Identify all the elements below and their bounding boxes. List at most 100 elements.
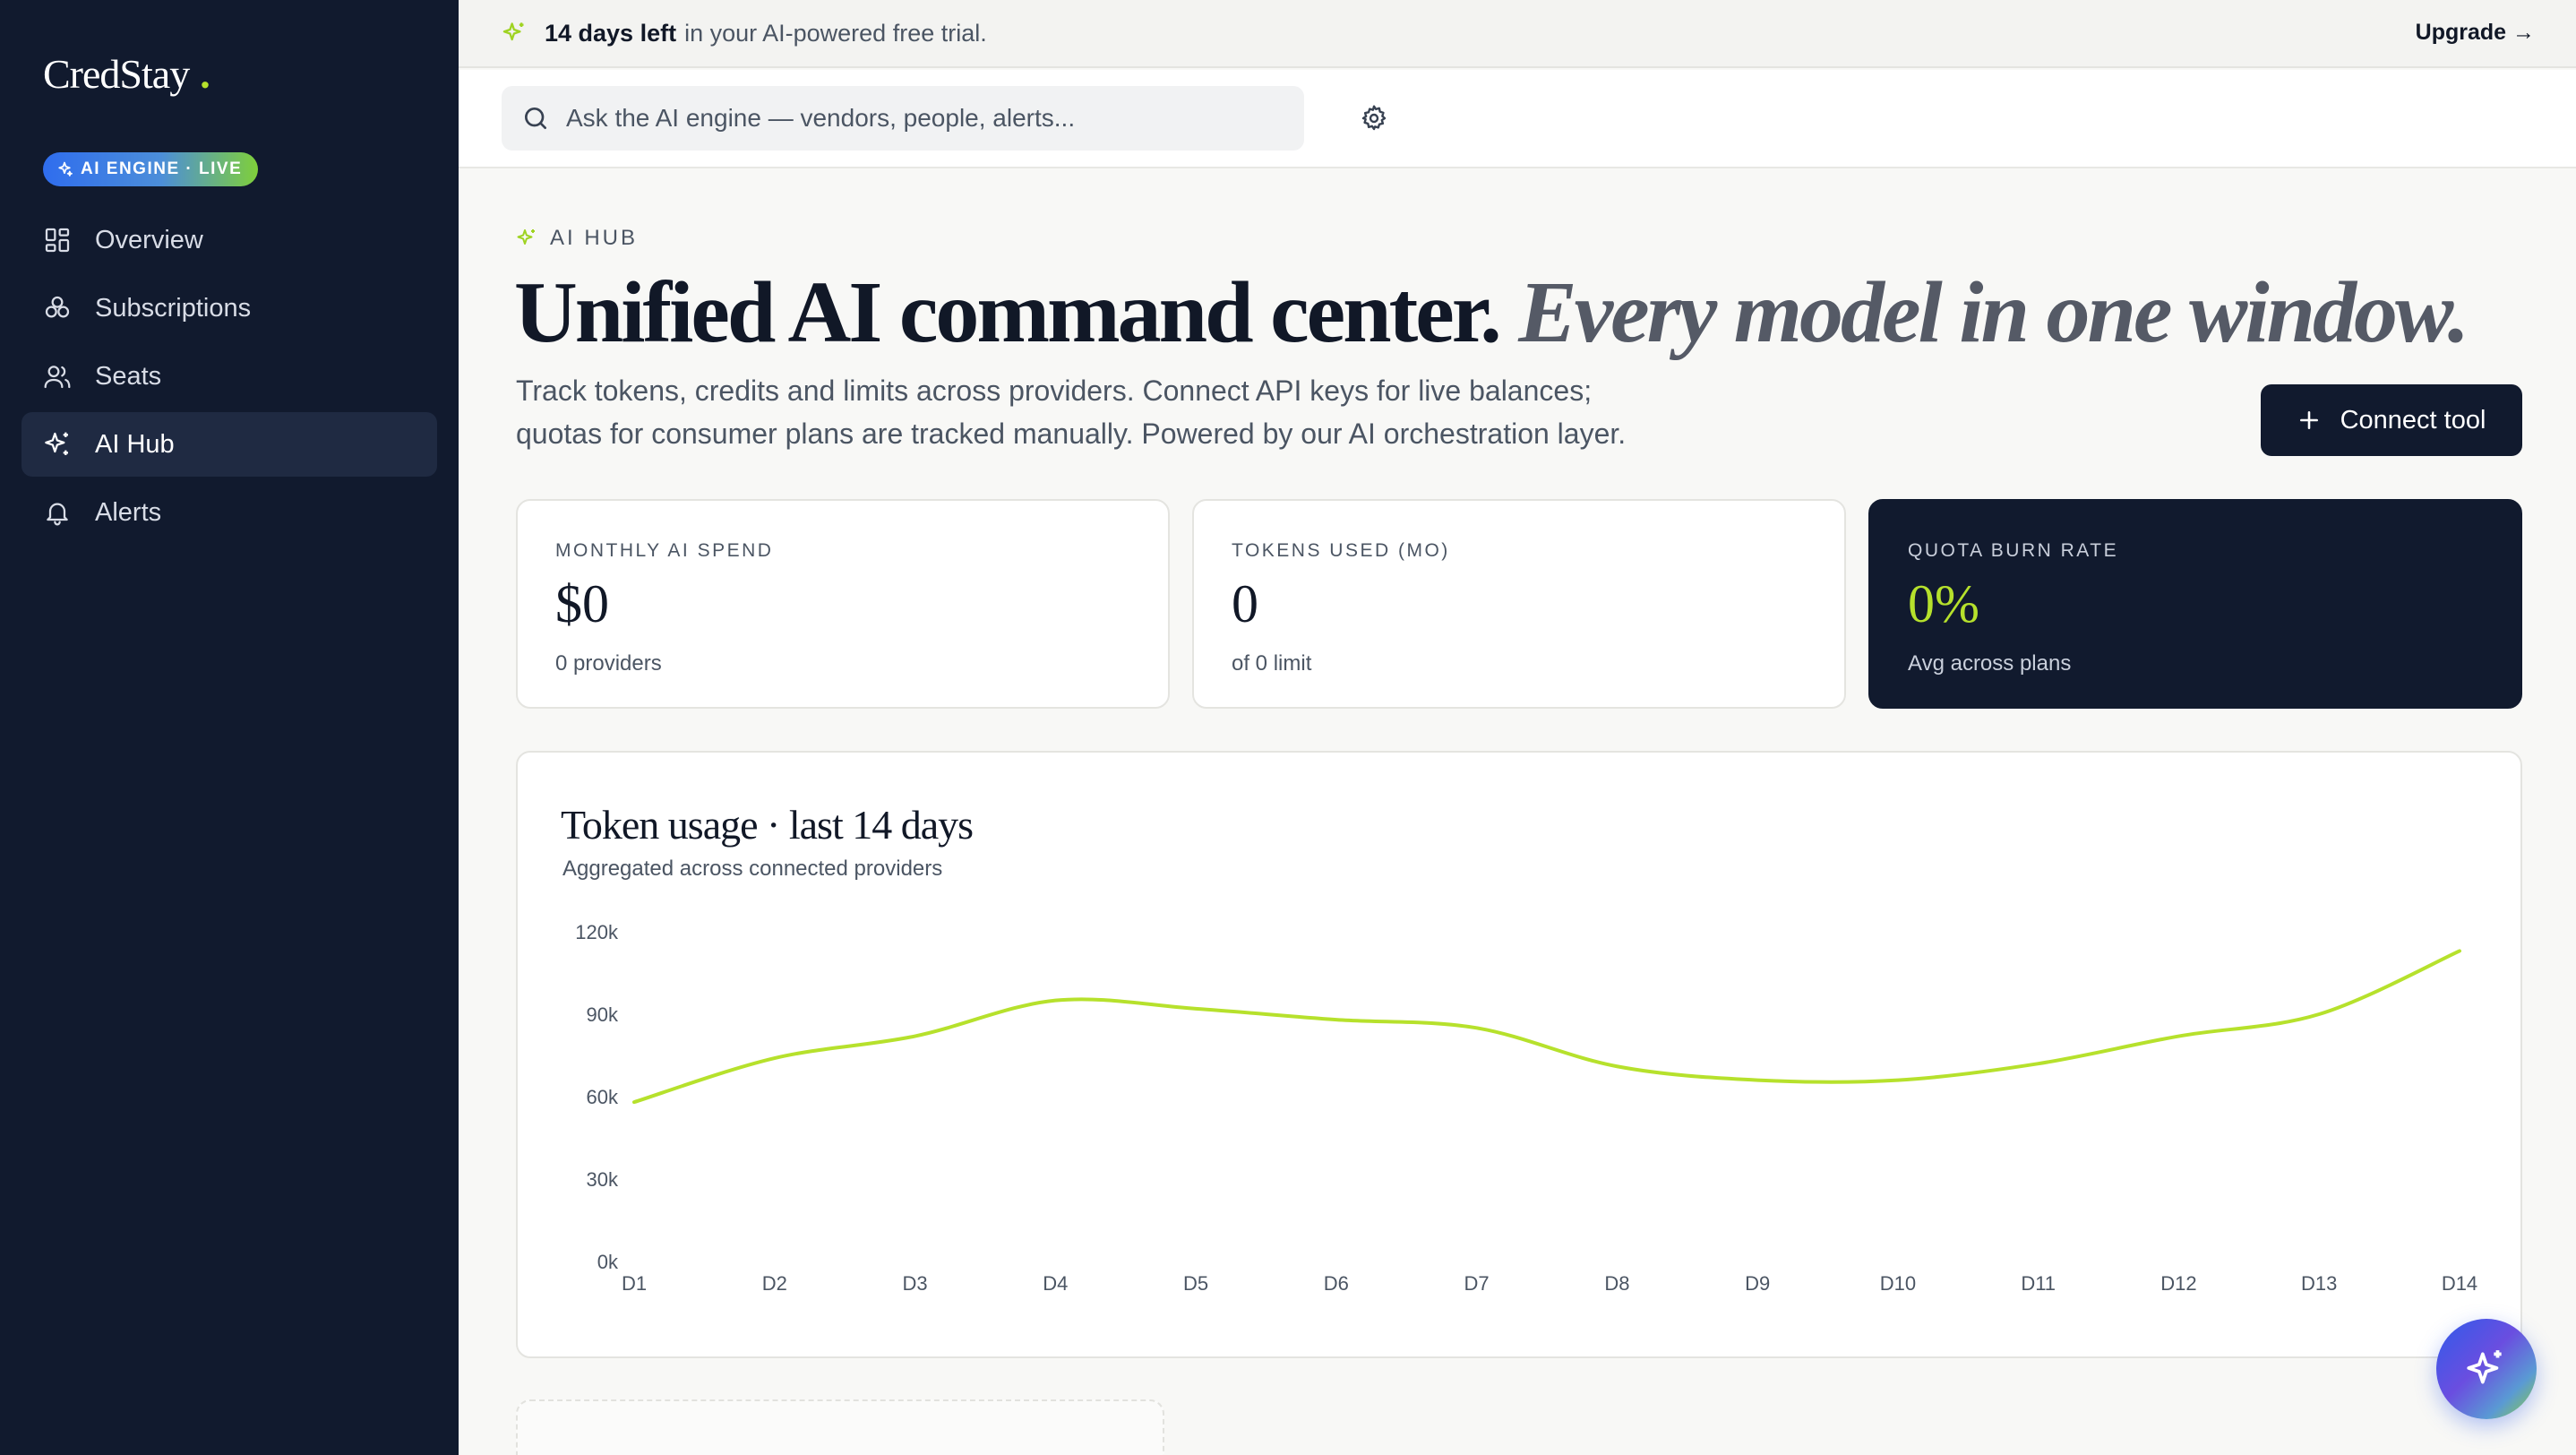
data-point-d9[interactable] xyxy=(1748,1072,1766,1089)
y-axis-tick-label: 60k xyxy=(587,1086,619,1108)
page-title: Unified AI command center. Every model i… xyxy=(514,260,2469,366)
data-point-d7[interactable] xyxy=(1468,1019,1486,1037)
section-eyebrow: AI HUB xyxy=(516,226,638,251)
logo[interactable]: CredStay. xyxy=(43,50,210,98)
x-axis-tick-label: D4 xyxy=(1043,1272,1068,1295)
data-point-d3[interactable] xyxy=(906,1028,924,1046)
sidebar-item-label: Seats xyxy=(95,361,162,391)
data-point-d8[interactable] xyxy=(1608,1057,1626,1075)
bell-icon xyxy=(47,503,68,526)
search-icon xyxy=(525,107,546,129)
chart-title: Token usage · last 14 days xyxy=(561,802,974,848)
stat-value: $0 xyxy=(555,574,609,633)
data-point-d5[interactable] xyxy=(1187,1000,1205,1018)
x-axis-tick-label: D3 xyxy=(902,1272,927,1295)
stat-label: MONTHLY AI SPEND xyxy=(555,540,774,561)
sidebar-item-alerts[interactable]: Alerts xyxy=(21,480,437,545)
trial-days-left: 14 days left xyxy=(545,19,677,47)
y-axis-tick-label: 0k xyxy=(597,1251,619,1273)
connect-tool-button[interactable]: Connect tool xyxy=(2261,384,2522,456)
token-usage-chart-card: Token usage · last 14 days Aggregated ac… xyxy=(516,751,2522,1358)
stat-label: QUOTA BURN RATE xyxy=(1908,540,2119,561)
data-point-d12[interactable] xyxy=(2169,1028,2187,1046)
x-axis-tick-label: D10 xyxy=(1880,1272,1916,1295)
top-bar xyxy=(459,70,2576,168)
logo-text: CredStay xyxy=(43,51,190,97)
data-point-d10[interactable] xyxy=(1889,1072,1907,1089)
users-icon xyxy=(44,366,71,389)
page-title-emphasis: Every model in one window. xyxy=(1518,264,2469,361)
sparkle-icon xyxy=(58,161,73,176)
x-axis-tick-label: D7 xyxy=(1464,1272,1490,1295)
stat-subtext: 0 providers xyxy=(555,651,662,676)
trial-message: in your AI-powered free trial. xyxy=(684,19,987,47)
sparkle-icon xyxy=(517,229,535,245)
stat-card-monthly-spend: MONTHLY AI SPEND $0 0 providers xyxy=(516,499,1170,709)
x-axis-tick-label: D9 xyxy=(1745,1272,1770,1295)
data-point-d6[interactable] xyxy=(1327,1011,1345,1029)
trial-banner: 14 days left in your AI-powered free tri… xyxy=(459,0,2576,68)
data-point-d4[interactable] xyxy=(1046,992,1064,1010)
sidebar-item-label: AI Hub xyxy=(95,429,175,459)
settings-button[interactable] xyxy=(1354,99,1394,138)
page-description-line-2: quotas for consumer plans are tracked ma… xyxy=(516,418,1627,450)
sidebar-nav: Overview Subscriptions Seats AI Hub Aler… xyxy=(21,208,437,548)
sidebar-item-overview[interactable]: Overview xyxy=(21,208,437,272)
sparkle-icon xyxy=(2467,1350,2502,1384)
page-description: Track tokens, credits and limits across … xyxy=(516,369,1770,455)
data-point-d11[interactable] xyxy=(2030,1055,2048,1072)
ai-engine-badge-label: AI ENGINE · LIVE xyxy=(81,159,243,178)
x-axis-tick-label: D8 xyxy=(1604,1272,1629,1295)
x-axis-tick-label: D6 xyxy=(1324,1272,1349,1295)
gear-icon xyxy=(1361,105,1387,131)
stat-value: 0 xyxy=(1232,574,1258,633)
stat-value: 0% xyxy=(1908,574,1979,633)
upgrade-link[interactable]: Upgrade → xyxy=(2415,20,2535,45)
search-input[interactable] xyxy=(566,104,1301,133)
sidebar-item-subscriptions[interactable]: Subscriptions xyxy=(21,276,437,340)
stat-card-quota-burn-rate: QUOTA BURN RATE 0% Avg across plans xyxy=(1868,499,2522,709)
stat-label: TOKENS USED (MO) xyxy=(1232,540,1450,561)
data-point-d1[interactable] xyxy=(625,1093,643,1111)
sparkle-icon xyxy=(45,432,68,455)
stat-subtext: of 0 limit xyxy=(1232,651,1312,676)
x-axis-tick-label: D2 xyxy=(762,1272,787,1295)
sidebar-item-label: Subscriptions xyxy=(95,293,252,323)
data-point-d14[interactable] xyxy=(2451,942,2469,960)
x-axis-tick-label: D1 xyxy=(622,1272,647,1295)
x-axis-tick-label: D11 xyxy=(2021,1272,2056,1295)
y-axis-tick-label: 90k xyxy=(587,1003,619,1026)
token-usage-line-chart: 0k 30k 60k 90k 120k D1 D2 D3 D4 D5 D6 D7 D8 D9 D10 D11 D… xyxy=(575,921,2477,1295)
grid-icon xyxy=(45,228,70,253)
ai-engine-status-badge: AI ENGINE · LIVE xyxy=(43,152,259,186)
sidebar-item-ai-hub[interactable]: AI Hub xyxy=(21,412,437,477)
token-usage-series-line xyxy=(632,949,2461,1105)
stat-card-tokens-used: TOKENS USED (MO) 0 of 0 limit xyxy=(1192,499,1846,709)
x-axis-tick-label: D12 xyxy=(2160,1272,2196,1295)
placeholder-card xyxy=(516,1399,1164,1455)
logo-dot: . xyxy=(200,51,210,97)
circles-icon xyxy=(45,296,70,318)
ai-assistant-button[interactable] xyxy=(2436,1319,2537,1419)
eyebrow-label: AI HUB xyxy=(550,226,639,250)
x-axis-tick-label: D5 xyxy=(1183,1272,1208,1295)
page-title-main: Unified AI command center. xyxy=(514,264,1502,361)
sidebar: CredStay. AI ENGINE · LIVE Overview Subs… xyxy=(0,0,459,1455)
search-box[interactable] xyxy=(502,86,1304,151)
stat-subtext: Avg across plans xyxy=(1908,651,2072,676)
x-axis-tick-label: D13 xyxy=(2301,1272,2337,1295)
sparkle-icon xyxy=(502,22,524,41)
plus-icon xyxy=(2299,411,2318,429)
sidebar-item-seats[interactable]: Seats xyxy=(21,344,437,409)
y-axis-tick-label: 30k xyxy=(587,1168,619,1191)
chart-subtitle: Aggregated across connected providers xyxy=(562,857,943,881)
data-point-d13[interactable] xyxy=(2310,1005,2328,1023)
sidebar-item-label: Alerts xyxy=(95,497,162,527)
data-point-d2[interactable] xyxy=(766,1049,784,1067)
x-axis-tick-label: D14 xyxy=(2442,1272,2477,1295)
page-description-line-1: Track tokens, credits and limits across … xyxy=(516,375,1593,407)
y-axis-tick-label: 120k xyxy=(575,921,619,943)
connect-tool-label: Connect tool xyxy=(2340,405,2486,435)
sidebar-item-label: Overview xyxy=(95,225,203,254)
